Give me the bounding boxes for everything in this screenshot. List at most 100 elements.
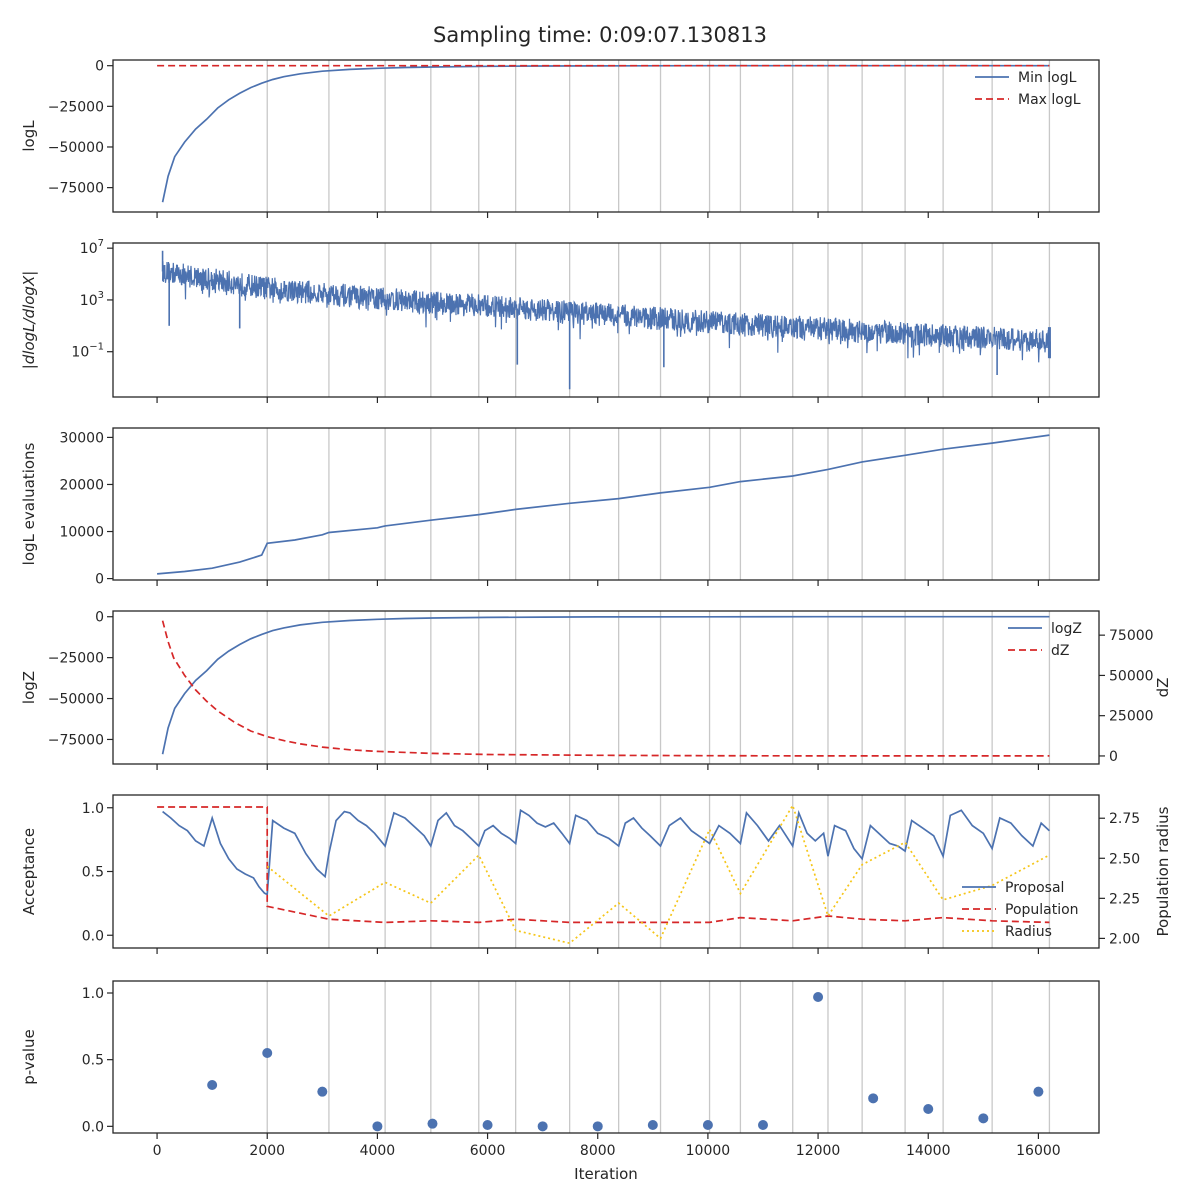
frame-dlogl bbox=[112, 242, 1100, 398]
y2-axis-label-logz: dZ bbox=[1154, 678, 1172, 698]
legend-label-1: dZ bbox=[1051, 643, 1069, 659]
series-dlogl-0 bbox=[162, 261, 1050, 363]
panel-pvalue: 0 2000 4000 6000 8000 10000 12000 14000 16000 0.0… bbox=[20, 980, 1100, 1159]
y-tick-label-0: 0 bbox=[95, 59, 104, 75]
point-11 bbox=[813, 992, 824, 1002]
point-14 bbox=[978, 1113, 989, 1124]
tick-exponent: 7 bbox=[98, 238, 104, 249]
series-acceptance-radius bbox=[266, 803, 1050, 945]
x-tick-label-1: 2000 bbox=[249, 1143, 285, 1159]
series-logz-logz bbox=[161, 615, 1050, 755]
point-1 bbox=[262, 1048, 273, 1058]
x-tick-label-5: 10000 bbox=[686, 1143, 731, 1159]
y-axis-label-evals: logL evaluations bbox=[20, 442, 38, 565]
panel-logz: 0 −25000 −50000 −75000 logZ 0 25000 50000 75000 d… bbox=[20, 610, 1172, 770]
y-tick-label-1: 0.5 bbox=[82, 1053, 104, 1069]
point-4 bbox=[427, 1118, 438, 1129]
point-12 bbox=[868, 1093, 879, 1104]
y-axis-label-logz: logZ bbox=[20, 671, 38, 704]
frame-logz bbox=[112, 610, 1100, 765]
point-7 bbox=[592, 1121, 603, 1132]
y-tick-label-0: 0.0 bbox=[82, 928, 104, 944]
y-tick-label-2: 20000 bbox=[59, 477, 104, 493]
point-0 bbox=[207, 1080, 218, 1090]
y-axis-label-dlogl: |dlogL/dlogX| bbox=[20, 271, 38, 370]
legend-logl: Min logL Max logL bbox=[975, 70, 1081, 108]
point-8 bbox=[647, 1120, 658, 1130]
y-tick-label-0: 0.0 bbox=[82, 1119, 104, 1135]
series-acceptance-population bbox=[157, 806, 1050, 924]
y2-tick-label-0: 0 bbox=[1109, 749, 1118, 765]
y-axis-label-logl: logL bbox=[20, 120, 38, 152]
point-10 bbox=[757, 1120, 768, 1130]
x-tick-label-7: 14000 bbox=[906, 1143, 951, 1159]
y-tick-label-0: 107 bbox=[80, 238, 104, 257]
legend-label-1: Max logL bbox=[1018, 92, 1081, 108]
plot-area-acceptance bbox=[157, 803, 1050, 945]
frame-pvalue bbox=[112, 980, 1100, 1134]
y-axis-label-pvalue: p-value bbox=[20, 1029, 38, 1085]
tick-base: 10 bbox=[80, 293, 98, 309]
y2-axis-label-acceptance: Population radius bbox=[1154, 806, 1172, 936]
tick-base: 10 bbox=[71, 345, 89, 361]
y-tick-label-0: 0 bbox=[95, 572, 104, 588]
tick-base: 10 bbox=[80, 241, 98, 257]
x-tick-label-0: 0 bbox=[153, 1143, 162, 1159]
frame-logl bbox=[112, 59, 1100, 213]
y-tick-label-3: 30000 bbox=[59, 430, 104, 446]
series-logl-min-logl bbox=[161, 64, 1050, 203]
x-tick-label-3: 6000 bbox=[470, 1143, 506, 1159]
x-axis-label: Iteration bbox=[574, 1165, 638, 1183]
y-tick-label-2: 10−1 bbox=[71, 342, 104, 361]
plot-area-evals bbox=[157, 434, 1050, 575]
frame-evals bbox=[112, 427, 1100, 581]
y2-tick-label-3: 2.75 bbox=[1109, 811, 1140, 827]
tick-exponent: −1 bbox=[89, 342, 104, 353]
y-tick-label-3: −75000 bbox=[48, 181, 104, 197]
y-tick-label-1: −25000 bbox=[48, 651, 104, 667]
panel-acceptance: 0.0 0.5 1.0 Acceptance 2.00 2.25 2.50 2.75 Popul… bbox=[20, 794, 1172, 954]
y2-tick-label-1: 2.25 bbox=[1109, 891, 1140, 907]
panel-logl: 0 −25000 −50000 −75000 logL Min logL Max logL bbox=[20, 59, 1100, 218]
plot-area-logz bbox=[161, 615, 1050, 757]
legend-logz: logZ dZ bbox=[1008, 621, 1082, 659]
y2-tick-label-2: 50000 bbox=[1109, 668, 1154, 684]
y2-tick-label-1: 25000 bbox=[1109, 709, 1154, 725]
frame-acceptance bbox=[112, 794, 1100, 949]
tick-exponent: 3 bbox=[98, 290, 104, 301]
y-tick-label-1: 0.5 bbox=[82, 865, 104, 881]
point-13 bbox=[923, 1104, 934, 1114]
legend-label-2: Radius bbox=[1005, 924, 1052, 940]
y-axis-label-acceptance: Acceptance bbox=[20, 828, 38, 915]
legend-label-1: Population bbox=[1005, 902, 1079, 918]
y-tick-label-2: −50000 bbox=[48, 140, 104, 156]
legend-label-0: Proposal bbox=[1005, 880, 1064, 896]
x-tick-label-6: 12000 bbox=[796, 1143, 841, 1159]
point-9 bbox=[702, 1120, 713, 1130]
y-tick-label-2: −50000 bbox=[48, 692, 104, 708]
y-tick-label-2: 1.0 bbox=[82, 801, 104, 817]
point-2 bbox=[317, 1086, 328, 1097]
point-3 bbox=[372, 1121, 383, 1132]
point-5 bbox=[482, 1120, 493, 1130]
y-tick-label-1: 103 bbox=[80, 290, 104, 309]
y2-tick-label-3: 75000 bbox=[1109, 628, 1154, 644]
point-15 bbox=[1033, 1086, 1044, 1097]
series-evals-0 bbox=[157, 434, 1050, 575]
y-tick-label-2: 1.0 bbox=[82, 986, 104, 1002]
plot-area-dlogl bbox=[161, 250, 1051, 390]
y-tick-label-3: −75000 bbox=[48, 732, 104, 748]
x-tick-label-2: 4000 bbox=[360, 1143, 396, 1159]
x-tick-label-8: 16000 bbox=[1016, 1143, 1061, 1159]
y-tick-label-1: 10000 bbox=[59, 525, 104, 541]
x-tick-label-4: 8000 bbox=[580, 1143, 616, 1159]
point-6 bbox=[537, 1121, 548, 1132]
y2-tick-label-0: 2.00 bbox=[1109, 931, 1140, 947]
y-tick-label-1: −25000 bbox=[48, 99, 104, 115]
figure-title: Sampling time: 0:09:07.130813 bbox=[433, 23, 767, 47]
plot-area-logl bbox=[157, 64, 1050, 203]
series-acceptance-proposal bbox=[162, 808, 1050, 896]
legend-label-0: Min logL bbox=[1018, 70, 1077, 86]
